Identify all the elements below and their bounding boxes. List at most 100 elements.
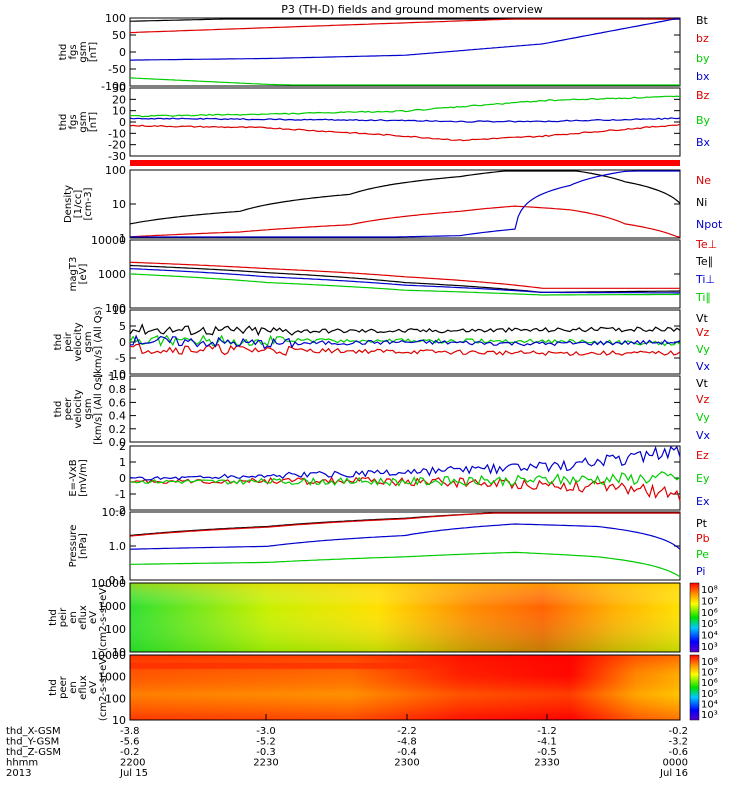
legend-label: Vz <box>696 393 710 406</box>
y-tick-label: 10000 <box>91 234 126 247</box>
y-tick-label: -50 <box>108 63 126 76</box>
x-axis-value: 2300 <box>394 758 419 769</box>
legend-label: Vt <box>696 377 709 390</box>
legend-label: Ex <box>696 495 710 508</box>
x-axis-value: -5.2 <box>256 737 276 748</box>
legend-label: Pe <box>696 548 709 561</box>
ylabel-line: eflux <box>78 675 89 700</box>
ylabel-line: gsm <box>78 111 89 132</box>
series-line-Vt <box>129 323 681 337</box>
ylabel-line: en <box>68 611 79 624</box>
y-tick-label: 10 <box>112 198 126 211</box>
legend-label: Pi <box>696 565 705 578</box>
x-axis-row-label: thd_X-GSM <box>6 726 61 737</box>
y-tick-label: 1 <box>119 456 126 469</box>
series-line-Ni <box>129 170 681 225</box>
series-line-Ne <box>129 205 681 238</box>
series-line-Te⊥ <box>129 261 680 289</box>
colorbar-tick-label: 10⁶ <box>701 608 718 619</box>
y-tick-label: -20 <box>108 139 126 152</box>
ylabel-line: velocity <box>73 322 84 361</box>
separator-bar <box>130 160 680 166</box>
colorbar-tick-label: 10³ <box>701 642 718 653</box>
ylabel-line: [cm-3] <box>83 187 94 220</box>
ylabel-line: thd <box>48 679 59 696</box>
panel-peer_velocity: thd peer velocity gsm [km/s] (All Qs) 1.00.80… <box>53 370 711 449</box>
legend-label: Pb <box>696 532 710 545</box>
ylabel-line: thd <box>53 334 64 351</box>
x-axis-value: -0.2 <box>120 747 140 758</box>
y-tick-label: 5 <box>119 320 126 333</box>
y-tick-label: 100 <box>105 692 126 705</box>
ylabel-line: peer <box>58 675 69 699</box>
series-line-Pe <box>129 551 681 578</box>
series-line-By <box>129 95 681 118</box>
y-tick-label: 100 <box>105 164 126 177</box>
legend-label: Vy <box>696 411 710 424</box>
ylabel-line: E=-VxB <box>68 459 79 496</box>
x-axis-value: 2200 <box>120 758 145 769</box>
series-line-Bz <box>129 123 681 142</box>
x-axis-value: -0.6 <box>668 747 688 758</box>
ylabel-line: thd <box>58 114 69 131</box>
plot-frame <box>129 17 681 87</box>
y-tick-label: 0.4 <box>109 410 127 423</box>
y-tick-label: -10 <box>108 368 126 381</box>
y-tick-label: 10 <box>112 646 126 659</box>
ylabel-line: gsm <box>83 331 94 352</box>
ylabel-line: [nT] <box>88 42 99 62</box>
legend-label: Vy <box>696 343 710 356</box>
legend-label: Te∥ <box>695 255 713 268</box>
series-line-Vx <box>129 334 681 350</box>
series-line-Vz <box>129 343 681 357</box>
legend-label: Bx <box>696 136 711 149</box>
y-tick-label: -10 <box>108 127 126 140</box>
y-tick-label: -5 <box>115 352 126 365</box>
y-tick-label: 10.0 <box>102 506 127 519</box>
x-axis-value: -4.8 <box>397 737 417 748</box>
x-axis-row-label: 2013 <box>6 768 31 779</box>
colorbar-tick-label: 10³ <box>701 710 718 721</box>
plot-frame <box>129 511 681 581</box>
ylabel-line: peir <box>63 331 74 351</box>
colorbar-tick-label: 10⁵ <box>701 689 718 700</box>
y-tick-label: 0.8 <box>109 383 127 396</box>
series-line-Bx <box>129 117 681 123</box>
ylabel-line: fgs <box>68 44 79 59</box>
legend-label: Ey <box>696 472 710 485</box>
x-axis-value: -3.0 <box>256 726 276 737</box>
y-tick-label: -30 <box>108 150 126 163</box>
series-line-by <box>129 77 680 86</box>
y-tick-label: 10 <box>112 714 126 727</box>
y-tick-label: 10 <box>112 105 126 118</box>
spectrogram-band <box>130 662 433 669</box>
plot-frame <box>129 654 681 721</box>
ylabel-line: [km/s] (All Qs) <box>93 373 104 445</box>
legend-label: Ti∥ <box>695 291 711 304</box>
y-tick-label: -100 <box>101 80 126 93</box>
panel-peer_spec: thd peer en eflux eV (cm2-s-sr-eV)10000 1000 10… <box>48 649 718 727</box>
plot-frame <box>129 169 681 239</box>
ylabel-line: [nPa] <box>78 533 89 559</box>
legend-label: By <box>696 114 711 127</box>
x-axis-value: 2330 <box>534 758 559 769</box>
y-tick-label: 1 <box>119 232 126 245</box>
series-line-Pt <box>129 512 680 537</box>
series-line-bx <box>130 18 680 61</box>
panel-e_field: E=-VxB [mV/m] 2 1 0 -1 -2 Ez Ey Ex <box>68 440 710 517</box>
y-tick-label: 0 <box>119 336 126 349</box>
x-axis-value: -0.3 <box>256 747 276 758</box>
colorbar <box>689 582 700 653</box>
chart-title: P3 (TH-D) fields and ground moments over… <box>281 3 543 16</box>
y-tick-label: 1000 <box>98 268 126 281</box>
y-tick-label: 20 <box>112 93 126 106</box>
legend-label: Ez <box>696 449 709 462</box>
ylabel-line: gsm <box>83 398 94 419</box>
series-line-Ex <box>129 445 681 481</box>
legend-label: Vx <box>696 429 711 442</box>
legend-label: bx <box>696 70 710 83</box>
x-axis-value: -3.2 <box>668 737 688 748</box>
ylabel-line: velocity <box>73 389 84 428</box>
panel-pressure: Pressure [nPa] 10.0 1.0 0.1 Pt Pb Pe Pi <box>68 506 710 587</box>
